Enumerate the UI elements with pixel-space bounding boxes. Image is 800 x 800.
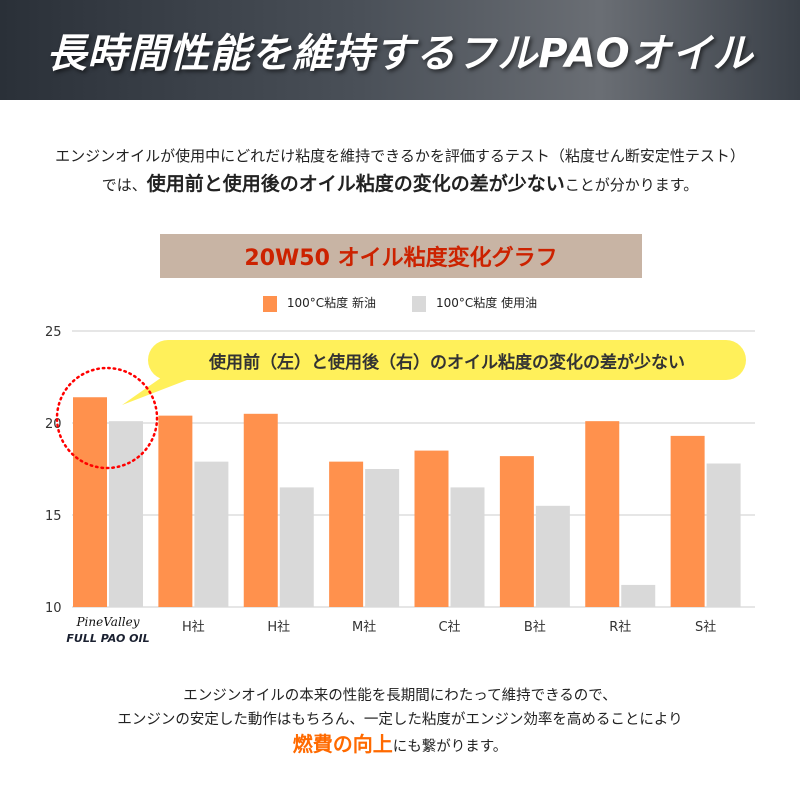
outro-highlight: 燃費の向上 [292,732,393,756]
bar-used-oil [194,461,229,607]
svg-text:PineValley: PineValley [75,615,139,629]
bar-new-oil [73,397,107,607]
x-tick-label: M社 [352,619,376,635]
intro-post: ことが分かります。 [564,176,699,194]
intro-line-1: エンジンオイルが使用中にどれだけ粘度を維持できるかを評価するテスト（粘度せん断安… [55,147,745,165]
bar-used-oil [365,469,400,607]
x-tick-label: C社 [438,619,460,635]
callout-bubble: 使用前（左）と使用後（右）のオイル粘度の変化の差が少ない [148,340,746,380]
callout-text: 使用前（左）と使用後（右）のオイル粘度の変化の差が少ない [209,352,685,373]
callout-tail [122,375,200,405]
x-tick-label: B社 [524,619,546,635]
outro-line-2: エンジンの安定した動作はもちろん、一定した粘度がエンジン効率を高めることにより [117,712,683,728]
bar-used-oil [109,421,143,607]
outro-line-3: 燃費の向上にも繋がります。 [0,732,800,759]
bar-used-oil [450,487,485,607]
svg-text:FULL PAO OIL: FULL PAO OIL [66,632,149,645]
highlight-circle [55,366,159,470]
chart-title: 20W50 オイル粘度変化グラフ [244,246,558,271]
bar-used-oil [706,463,741,607]
legend-label-new: 100°C粘度 新油 [286,296,376,310]
brand-logo: PineValley FULL PAO OIL [66,615,149,645]
bar-new-oil [670,435,705,607]
bar-new-oil [585,421,620,607]
intro-pre: では、 [101,176,147,194]
chart-title-box: 20W50 オイル粘度変化グラフ [160,234,642,278]
header-banner: 長時間性能を維持するフルPAOオイル [0,0,800,100]
outro-post: にも繋がります。 [392,739,508,755]
y-tick-label: 10 [45,601,62,616]
bar-new-oil [243,413,278,607]
bar-used-oil [535,505,570,607]
intro-text: エンジンオイルが使用中にどれだけ粘度を維持できるかを評価するテスト（粘度せん断安… [0,142,800,199]
x-tick-label: H社 [267,619,290,635]
x-tick-label: R社 [609,619,631,635]
legend-item-used: 100°C粘度 使用油 [412,294,537,312]
x-tick-label: S社 [695,619,716,635]
outro-line-1: エンジンオイルの本来の性能を長期間にわたって維持できるので、 [183,688,617,704]
legend-swatch-used [412,295,426,312]
bar-used-oil [621,584,656,607]
bar-new-oil [414,450,449,607]
x-tick-label: H社 [182,619,205,635]
bar-new-oil [499,456,534,607]
page-title: 長時間性能を維持するフルPAOオイル [46,31,754,77]
legend-item-new: 100°C粘度 新油 [262,294,376,312]
bar-used-oil [279,487,314,607]
bar-new-oil [329,461,364,607]
chart-legend: 100°C粘度 新油 100°C粘度 使用油 [0,294,800,312]
y-tick-label: 15 [45,509,62,524]
intro-emphasis: 使用前と使用後のオイル粘度の変化の差が少ない [146,173,565,195]
y-tick-label: 25 [45,325,62,340]
legend-swatch-new [262,295,277,312]
bar-new-oil [158,415,193,607]
outro-text: エンジンオイルの本来の性能を長期間にわたって維持できるので、 エンジンの安定した… [0,684,800,759]
legend-label-used: 100°C粘度 使用油 [436,296,538,310]
intro-line-2: では、使用前と使用後のオイル粘度の変化の差が少ないことが分かります。 [0,170,800,199]
